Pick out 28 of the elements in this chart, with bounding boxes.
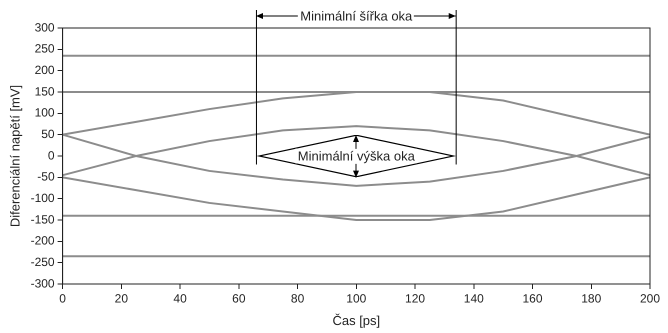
x-tick-label: 60 bbox=[232, 292, 246, 306]
y-tick-label: -250 bbox=[30, 254, 55, 269]
y-tick-label: 200 bbox=[34, 62, 55, 77]
y-tick-label: 50 bbox=[41, 126, 55, 141]
y-tick-label: 150 bbox=[34, 84, 55, 98]
x-tick-label: 180 bbox=[581, 292, 602, 306]
y-tick-label: 300 bbox=[34, 20, 55, 34]
y-tick-label: 100 bbox=[34, 106, 55, 120]
x-tick-label: 40 bbox=[173, 292, 188, 306]
x-tick-label: 140 bbox=[464, 292, 484, 306]
y-tick-label: -200 bbox=[30, 234, 55, 248]
y-axis-title: Diferenciální napětí [mV] bbox=[7, 84, 22, 228]
x-axis-title: Čas [ps] bbox=[332, 312, 380, 328]
x-tick-label: 160 bbox=[522, 292, 543, 306]
y-tick-label: -100 bbox=[30, 190, 55, 205]
x-tick-label: 0 bbox=[59, 292, 66, 306]
text: Minimální šířka oka bbox=[298, 8, 414, 24]
x-tick-label: 20 bbox=[114, 292, 128, 306]
y-tick-label: 0 bbox=[48, 148, 55, 162]
x-tick-label: 120 bbox=[405, 292, 426, 306]
x-tick-label: 100 bbox=[346, 292, 367, 306]
y-tick-label: 250 bbox=[34, 42, 55, 56]
y-tick-label: -150 bbox=[30, 212, 55, 226]
x-tick-label: 200 bbox=[640, 292, 660, 306]
y-tick-label: -300 bbox=[30, 276, 55, 290]
x-tick-label: 80 bbox=[290, 292, 305, 306]
y-tick-label: -50 bbox=[37, 170, 55, 184]
annotation: Minimální výška oka bbox=[296, 148, 417, 164]
